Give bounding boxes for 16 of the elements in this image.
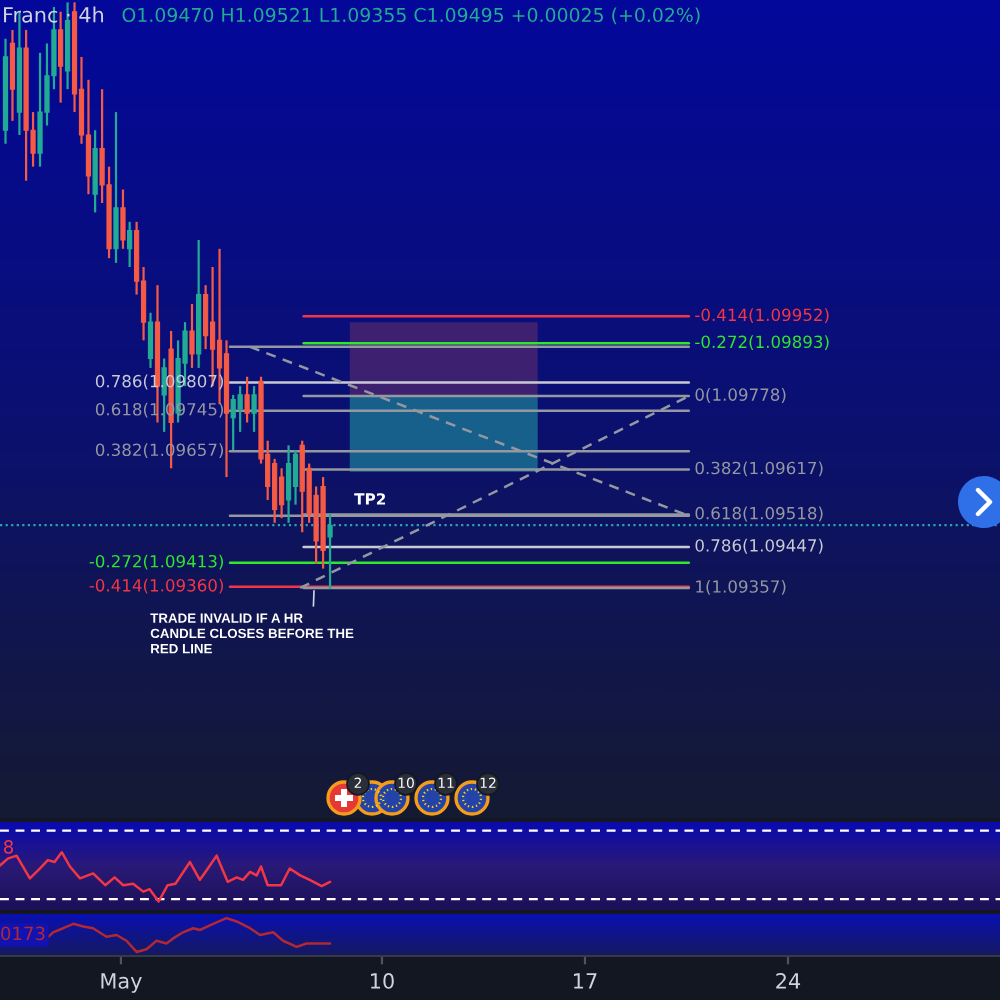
series-label: 0.382(1.09617)	[695, 461, 823, 477]
series-label: 0.618(1.09518)	[695, 506, 823, 522]
series-label: -0.414(1.09952)	[695, 308, 829, 324]
x-tick-label: 17	[574, 973, 597, 989]
annotation: 8	[4, 840, 14, 854]
chart-subtitle: O1.09470 H1.09521 L1.09355 C1.09495 +0.00025 (+0.02%)	[122, 7, 700, 25]
series-label: 0(1.09778)	[695, 388, 786, 403]
x-tick-label: 24	[776, 973, 801, 989]
series-label: -0.414(1.09360)	[89, 578, 223, 594]
x-tick-label: 10	[370, 973, 394, 989]
x-tick-label: May	[101, 973, 142, 993]
series-label: 1(1.09357)	[696, 579, 786, 595]
series-label: -0.272(1.09893)	[695, 335, 829, 351]
annotation: 0173	[1, 926, 45, 941]
series-label: 0.786(1.09447)	[695, 538, 823, 554]
series-label: -0.272(1.09413)	[89, 554, 223, 570]
